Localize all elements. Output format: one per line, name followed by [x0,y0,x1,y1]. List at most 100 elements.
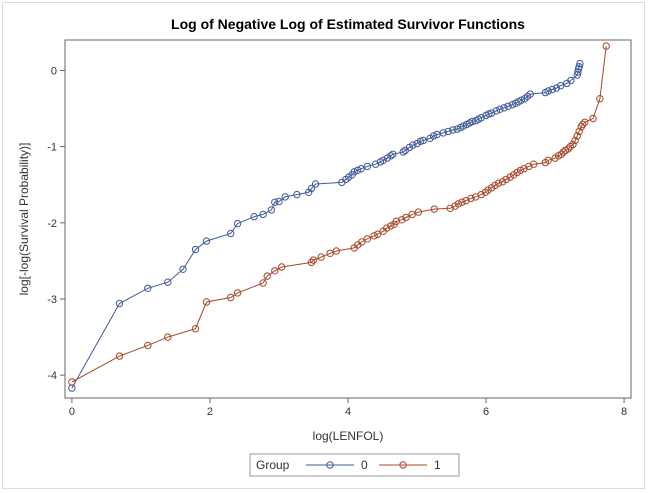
data-point [467,194,475,203]
legend-title: Group [256,458,290,472]
data-point [589,114,597,123]
data-point [544,87,552,95]
data-point [596,95,604,103]
data-point [383,224,391,232]
data-point [363,162,371,171]
legend: Group 0 1 [249,453,460,477]
data-point [259,279,267,287]
data-point [575,127,583,136]
data-point [494,179,503,187]
data-point [307,184,316,193]
data-point [552,84,561,92]
data-point [311,180,320,188]
data-point [202,298,211,306]
x-tick-label: 6 [483,406,489,418]
data-point [371,160,380,168]
data-point [309,256,318,264]
series-layer [68,42,610,392]
data-point [399,148,407,156]
data-point [517,96,525,104]
data-point [179,265,187,273]
data-point [402,213,410,222]
data-point [363,235,371,243]
data-point [374,230,382,238]
y-tick-label: -3 [47,294,57,306]
data-point [520,165,528,173]
data-point [530,160,538,168]
data-point [164,333,172,341]
data-point [271,198,279,206]
data-point [414,208,423,216]
data-point [357,165,365,173]
data-point [317,253,325,261]
data-point [516,166,525,175]
data-point [477,190,485,199]
data-point [569,140,577,149]
series-line-1 [71,46,607,383]
legend-box [249,453,460,477]
data-point [326,249,334,258]
legend-swatch-marker [399,461,407,469]
data-point [449,126,457,134]
y-axis-label: log[-log(Survival Probability)] [17,143,31,296]
data-point [350,168,358,176]
data-point [275,197,283,206]
data-point [191,325,200,333]
data-point [259,210,267,219]
data-point [307,258,316,267]
data-point [164,278,172,286]
x-tick-label: 8 [621,406,627,418]
data-point [602,42,610,50]
data-point [575,62,583,71]
data-point [444,127,452,136]
data-point [429,132,438,140]
data-point [439,129,447,137]
data-point [408,210,416,219]
data-point [419,136,427,145]
data-point [144,341,152,350]
data-point [354,166,362,175]
data-point [202,237,211,245]
chart-title: Log of Negative Log of Estimated Survivo… [171,16,525,32]
data-point [446,204,454,213]
series-line-0 [71,63,581,389]
data-point [370,232,378,240]
y-tick-label: -2 [47,218,57,230]
data-point [458,198,466,206]
data-point [115,352,124,360]
chart-frame [2,2,645,489]
data-point [332,247,340,255]
data-point [250,213,258,221]
data-point [504,102,512,111]
data-point [430,205,438,213]
y-axis: 0 -1 -2 -3 -4 [47,65,65,382]
data-point [477,114,485,122]
data-point [271,267,279,275]
legend-label: 1 [434,458,441,472]
data-point [581,118,589,127]
data-point [492,107,501,115]
data-point [579,120,587,129]
x-tick-label: 4 [345,406,351,418]
data-point [556,82,565,90]
data-point [387,222,395,230]
legend-entry-1: 1 [379,458,441,472]
y-tick-label: 0 [51,65,57,77]
y-tick-label: -4 [47,370,57,382]
series-1 [68,42,610,386]
data-point [293,190,301,199]
data-point [68,378,76,386]
data-point [496,105,504,114]
data-point [573,132,581,140]
data-point [144,284,152,292]
data-point [358,238,366,246]
data-point [281,193,289,201]
data-point [468,117,476,126]
data-point [233,289,242,297]
data-point [115,299,124,308]
data-point [387,152,395,160]
data-point [263,272,271,280]
data-point [548,85,556,94]
data-point [487,109,496,117]
